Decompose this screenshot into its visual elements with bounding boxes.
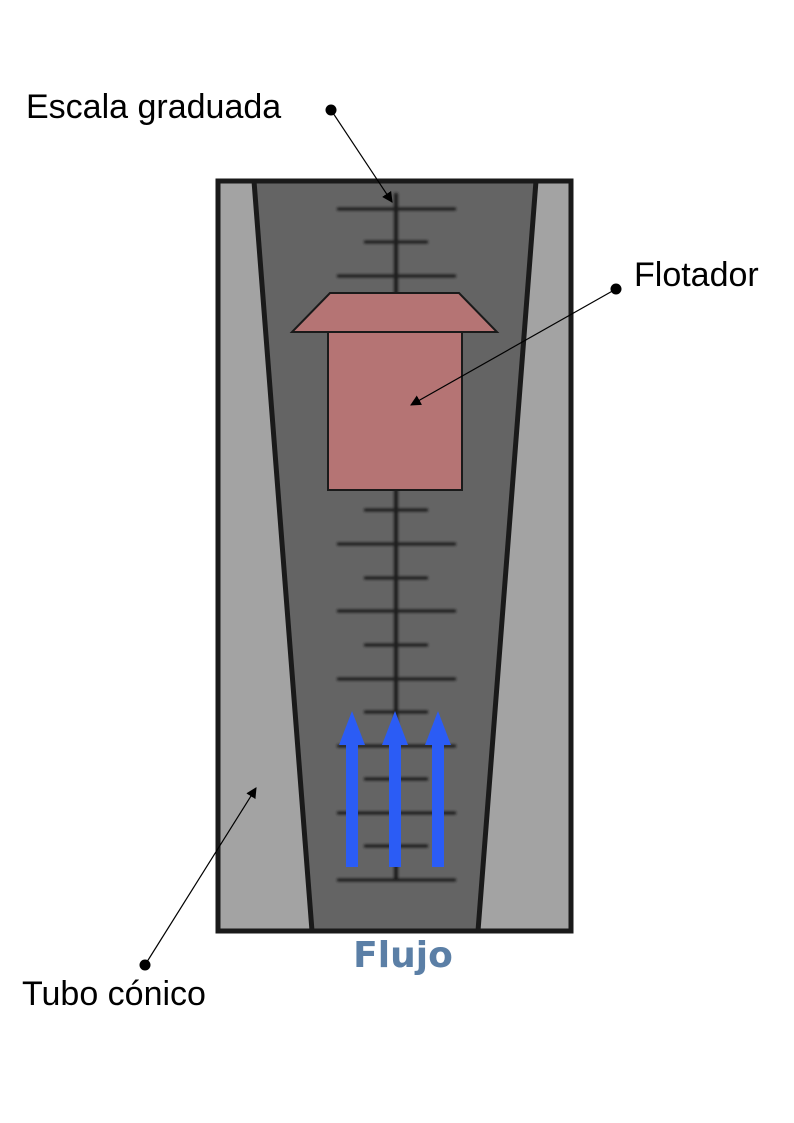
scale-leader-dot [325,104,337,116]
float-label: Flotador [634,256,759,294]
flow-arrow-head [382,711,408,745]
leader-dots [139,104,622,971]
flow-arrow-head [425,711,451,745]
float [289,292,500,491]
tube-leader-line [144,787,257,966]
leader-lines [144,109,617,966]
float-body [327,331,463,491]
flow-arrow-shaft [432,740,444,867]
flow-arrow-head [339,711,365,745]
float-cap [289,292,500,333]
tube-label: Tubo cónico [22,975,206,1013]
float-leader-line [410,288,617,406]
arrow-up-icon [339,711,451,867]
scale-leader-line [330,109,393,203]
scale-label: Escala graduada [26,88,281,126]
graduated-scale [337,193,456,882]
float-leader-dot [610,283,622,295]
flow-arrow-shaft [346,740,358,867]
flow-arrow-shaft [389,740,401,867]
tube-leader-dot [139,959,151,971]
flow-label: Flujo [353,935,453,976]
